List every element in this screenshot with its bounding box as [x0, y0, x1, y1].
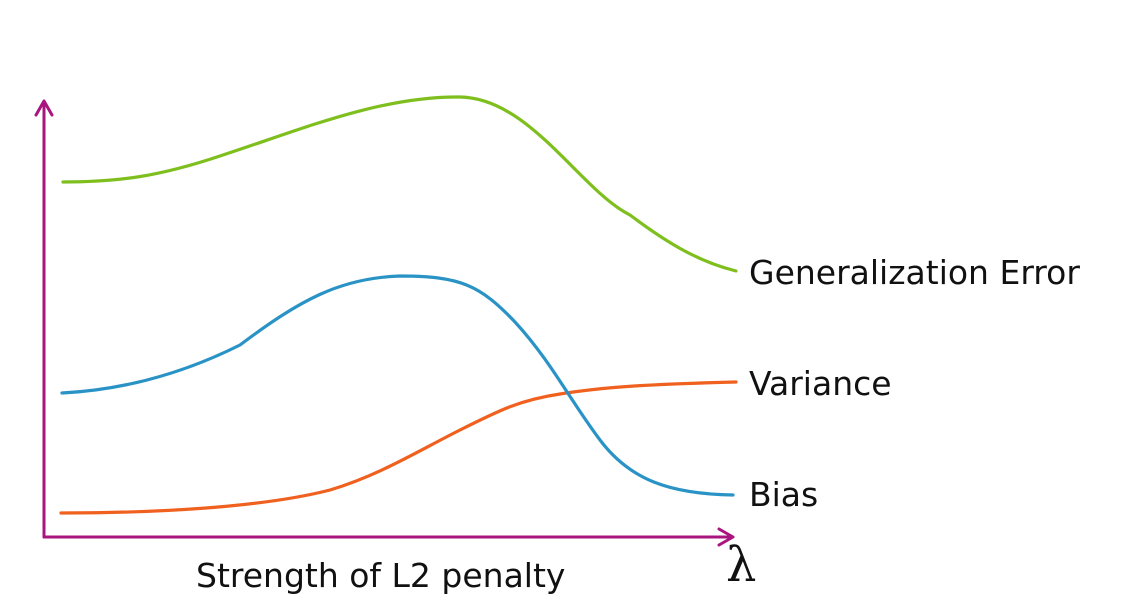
y-axis-arrowhead	[34, 99, 54, 117]
variance-curve	[59, 380, 738, 515]
bias-curve	[60, 274, 735, 497]
generalization-error-curve	[61, 95, 738, 273]
bias-label: Bias	[749, 475, 818, 514]
variance-label: Variance	[749, 364, 892, 403]
generalization-error-label: Generalization Error	[749, 253, 1080, 292]
x-axis-arrowhead	[717, 527, 735, 547]
axes	[34, 99, 735, 547]
lambda-symbol: λ	[726, 537, 756, 593]
x-axis-label: Strength of L2 penalty	[196, 556, 565, 595]
